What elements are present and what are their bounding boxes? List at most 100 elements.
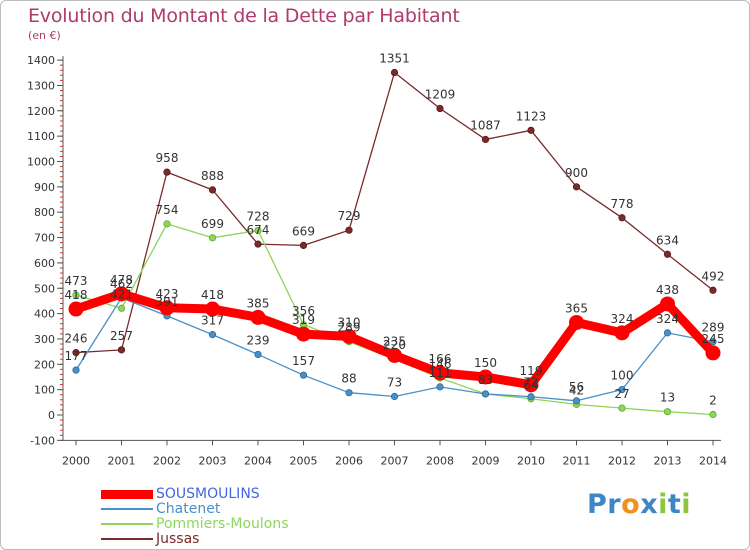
data-label-chatenet: 289 — [702, 321, 725, 335]
data-point-sousmoulins — [68, 301, 84, 317]
data-point-jussas — [436, 104, 444, 113]
legend-label-chatenet: Chatenet — [156, 501, 221, 517]
legend-item-sousmoulins: SOUSMOULINS — [101, 486, 260, 502]
data-point-sousmoulins — [432, 365, 448, 381]
data-point-sousmoulins — [341, 328, 357, 344]
data-label-sousmoulins: 324 — [611, 312, 634, 326]
y-tick-label: 1200 — [27, 105, 55, 118]
data-label-jussas: 1087 — [470, 118, 501, 132]
logo-letter: i — [658, 489, 668, 520]
logo-letter: P — [587, 489, 608, 520]
data-point-jussas — [481, 135, 490, 144]
y-tick-label: 600 — [34, 257, 55, 270]
data-label-sousmoulins: 423 — [156, 287, 179, 301]
data-label-pommiers-moulons: 146 — [429, 357, 452, 371]
data-point-chatenet — [572, 397, 581, 405]
y-tick-label: 1300 — [27, 79, 55, 92]
data-point-chatenet — [618, 386, 626, 394]
data-point-chatenet — [663, 329, 672, 337]
x-tick-label: 2005 — [290, 454, 318, 467]
logo-letter: o — [621, 489, 641, 520]
logo-letter: t — [667, 489, 682, 520]
data-label-pommiers-moulons: 42 — [569, 383, 584, 397]
data-point-sousmoulins — [660, 296, 675, 312]
y-tick-label: 100 — [34, 384, 55, 397]
data-label-chatenet: 177 — [65, 349, 88, 363]
y-tick-label: 800 — [34, 206, 55, 219]
data-label-sousmoulins: 418 — [65, 288, 88, 302]
data-label-jussas: 257 — [110, 329, 133, 343]
data-point-sousmoulins — [159, 300, 175, 316]
x-tick-label: 2002 — [153, 454, 181, 467]
y-tick-label: 1400 — [27, 54, 55, 67]
data-label-jussas: 246 — [65, 332, 88, 346]
data-label-pommiers-moulons: 27 — [614, 387, 629, 401]
data-point-jussas — [117, 346, 126, 354]
data-point-sousmoulins — [569, 314, 584, 330]
data-point-jussas — [163, 168, 171, 176]
logo-letter: x — [640, 489, 659, 520]
data-label-chatenet: 72 — [523, 376, 538, 390]
data-label-chatenet: 100 — [611, 369, 634, 383]
data-label-jussas: 669 — [292, 224, 315, 238]
data-label-chatenet: 391 — [156, 295, 179, 309]
legend-item-chatenet: Chatenet — [101, 501, 221, 517]
data-label-chatenet: 56 — [569, 380, 584, 394]
x-tick-label: 2007 — [381, 454, 409, 467]
data-point-jussas — [709, 286, 717, 294]
y-tick-label: -100 — [30, 434, 55, 447]
data-label-sousmoulins: 245 — [702, 332, 725, 346]
data-point-chatenet — [254, 350, 262, 359]
data-label-jussas: 888 — [201, 169, 224, 183]
data-point-chatenet — [72, 366, 80, 374]
data-point-jussas — [390, 68, 399, 77]
data-label-chatenet: 83 — [478, 373, 493, 387]
data-label-sousmoulins: 385 — [247, 296, 270, 310]
x-tick-label: 2006 — [335, 454, 363, 467]
data-label-sousmoulins: 166 — [429, 352, 452, 366]
data-label-pommiers-moulons: 220 — [383, 338, 406, 352]
logo-letter: i — [681, 489, 692, 520]
data-label-jussas: 1351 — [379, 52, 410, 66]
data-label-jussas: 492 — [702, 269, 725, 283]
data-point-pommiers-moulons — [117, 304, 126, 312]
data-point-pommiers-moulons — [254, 226, 262, 235]
data-label-pommiers-moulons: 728 — [247, 209, 270, 223]
data-point-pommiers-moulons — [618, 404, 626, 412]
data-label-chatenet: 317 — [201, 314, 224, 328]
x-tick-label: 2000 — [62, 454, 90, 467]
data-label-jussas: 958 — [156, 151, 179, 165]
data-label-sousmoulins: 365 — [565, 301, 588, 315]
chart-title: Evolution du Montant de la Dette par Hab… — [28, 5, 460, 27]
x-tick-label: 2012 — [608, 454, 636, 467]
data-point-sousmoulins — [523, 377, 539, 393]
chart-unit-label: (en €) — [28, 29, 61, 42]
y-tick-label: 300 — [34, 333, 55, 346]
data-label-jussas: 634 — [656, 233, 679, 247]
data-label-pommiers-moulons: 421 — [110, 287, 133, 301]
data-point-chatenet — [436, 383, 444, 391]
data-point-sousmoulins — [296, 326, 311, 342]
data-point-sousmoulins — [705, 345, 721, 361]
x-tick-label: 2003 — [199, 454, 227, 467]
data-point-chatenet — [299, 371, 308, 379]
x-tick-label: 2010 — [517, 454, 545, 467]
data-point-chatenet — [709, 338, 717, 346]
legend-label-jussas: Jussas — [156, 531, 200, 547]
data-label-pommiers-moulons: 83 — [478, 373, 493, 387]
data-point-sousmoulins — [478, 369, 493, 385]
data-point-pommiers-moulons — [709, 410, 717, 419]
x-tick-label: 2009 — [472, 454, 500, 467]
legend-swatch-pommiers-moulons — [101, 523, 153, 525]
logo-letter: r — [607, 489, 622, 520]
data-label-pommiers-moulons: 289 — [338, 321, 361, 335]
data-label-sousmoulins: 150 — [474, 356, 497, 370]
y-tick-label: 900 — [34, 181, 55, 194]
data-point-jussas — [254, 240, 262, 248]
data-point-sousmoulins — [387, 347, 402, 363]
legend-swatch-sousmoulins — [101, 489, 153, 499]
data-point-chatenet — [208, 331, 217, 339]
legend-item-jussas: Jussas — [101, 531, 200, 547]
